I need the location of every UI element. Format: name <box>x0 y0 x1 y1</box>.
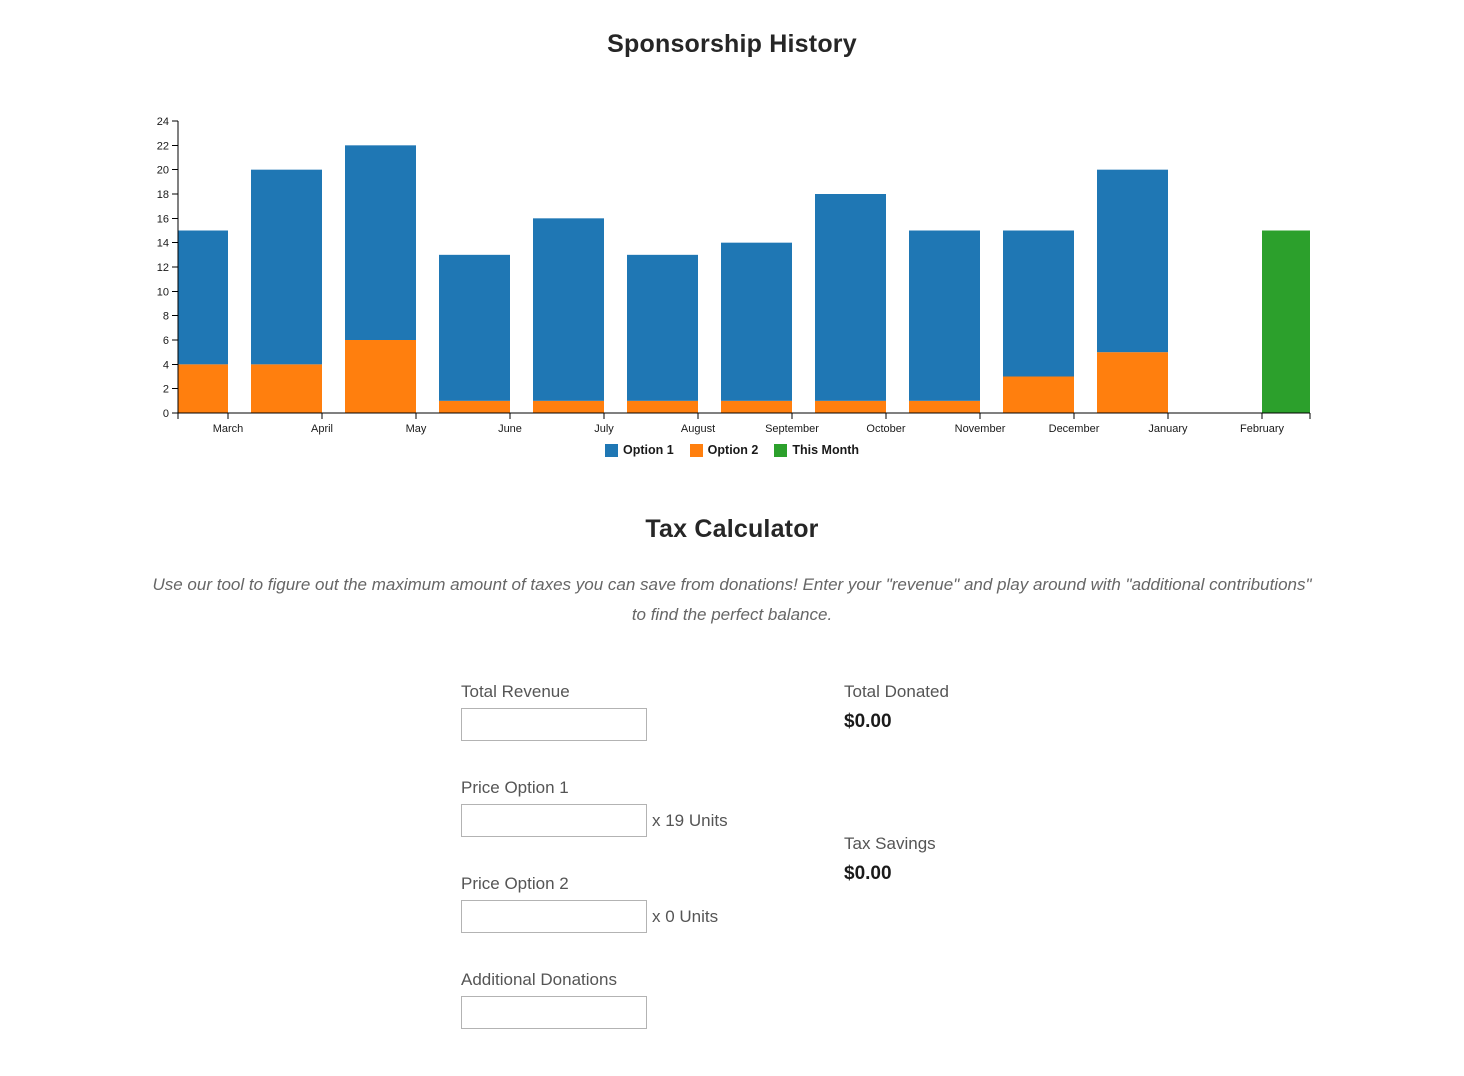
field-price-option-2: Price Option 2 x 0 Units <box>461 874 728 933</box>
x-tick-label: January <box>1148 423 1188 435</box>
bar-segment <box>627 400 698 413</box>
legend-item: Option 1 <box>604 443 674 457</box>
additional-donations-label: Additional Donations <box>461 970 617 989</box>
y-tick-label: 10 <box>157 286 169 298</box>
bar-segment <box>627 254 698 401</box>
price-option-1-label: Price Option 1 <box>461 778 569 797</box>
legend-swatch-icon <box>774 443 788 457</box>
x-tick-label: June <box>498 423 522 435</box>
price-option-2-input[interactable] <box>461 900 647 933</box>
price-option-2-label: Price Option 2 <box>461 874 569 893</box>
sponsorship-history-section: Sponsorship History 0 2 4 6 8 10 12 14 16 18 20 22 2… <box>0 0 1464 459</box>
y-tick-label: 12 <box>157 262 169 274</box>
bar-segment <box>533 218 604 401</box>
y-tick-label: 24 <box>157 116 169 128</box>
y-tick-label: 4 <box>163 359 169 371</box>
tax-savings-label: Tax Savings <box>844 834 936 853</box>
x-tick-label: March <box>213 423 244 435</box>
calculator-outputs-column: Total Donated $0.00 Tax Savings $0.00 <box>844 682 949 949</box>
bar-segment <box>815 400 886 413</box>
x-tick-label: October <box>866 423 905 435</box>
chart-legend: Option 1 Option 2 This Month <box>0 441 1464 459</box>
y-tick-label: 2 <box>163 384 169 396</box>
bar-segment <box>439 254 510 401</box>
bar-segment <box>439 400 510 413</box>
bar-segment <box>251 364 322 413</box>
x-tick-label: July <box>594 423 614 435</box>
legend-swatch-icon <box>604 443 618 457</box>
price-option-1-units: x 19 Units <box>652 810 728 830</box>
bar-segment <box>1097 169 1168 353</box>
legend-item: This Month <box>774 443 859 457</box>
legend-label: Option 2 <box>707 443 759 457</box>
x-tick-label: February <box>1240 423 1285 435</box>
tax-savings-value: $0.00 <box>844 863 892 884</box>
x-tick-label: September <box>765 423 819 435</box>
y-tick-label: 20 <box>157 165 169 177</box>
field-row <box>461 708 728 741</box>
y-tick-label: 18 <box>157 189 169 201</box>
bar-segment <box>178 230 228 365</box>
bar-segment <box>909 230 980 401</box>
calculator-description: Use our tool to figure out the maximum a… <box>152 575 1312 624</box>
bar-segment <box>178 364 228 413</box>
calculator-form: Total Revenue Price Option 1 x 19 Units … <box>0 682 1464 1054</box>
bar-segment <box>1003 230 1074 377</box>
chart-title: Sponsorship History <box>607 30 857 58</box>
total-donated-label: Total Donated <box>844 682 949 701</box>
bar-segment <box>815 194 886 401</box>
field-additional-donations: Additional Donations <box>461 970 728 1029</box>
calculator-inputs-column: Total Revenue Price Option 1 x 19 Units … <box>461 682 728 1066</box>
bar-segment <box>533 400 604 413</box>
bar-segment <box>1262 230 1310 413</box>
tax-calculator-section: Tax Calculator Use our tool to figure ou… <box>0 515 1464 1054</box>
bar-segment <box>721 242 792 401</box>
legend-label: This Month <box>792 443 860 457</box>
x-tick-label: April <box>311 423 333 435</box>
y-tick-label: 16 <box>157 213 169 225</box>
x-tick-label: August <box>681 423 715 435</box>
legend-item: Option 2 <box>689 443 759 457</box>
page: Sponsorship History 0 2 4 6 8 10 12 14 16 18 20 22 2… <box>0 0 1464 1054</box>
field-price-option-1: Price Option 1 x 19 Units <box>461 778 728 837</box>
bar-segment <box>721 400 792 413</box>
output-spacer <box>844 797 949 834</box>
y-tick-label: 14 <box>157 238 169 250</box>
bar-segment <box>345 340 416 413</box>
price-option-1-input[interactable] <box>461 804 647 837</box>
price-option-2-units: x 0 Units <box>652 906 719 926</box>
x-tick-label: November <box>955 423 1006 435</box>
y-tick-label: 6 <box>163 335 169 347</box>
bar-segment <box>345 145 416 340</box>
additional-donations-input[interactable] <box>461 996 647 1029</box>
total-donated-value: $0.00 <box>844 711 892 732</box>
bar-segment <box>251 169 322 365</box>
bar-segment <box>1003 376 1074 413</box>
field-row: x 0 Units <box>461 900 728 933</box>
y-tick-label: 0 <box>163 408 169 420</box>
x-tick-label: May <box>406 423 427 435</box>
total-revenue-label: Total Revenue <box>461 682 570 701</box>
field-row: x 19 Units <box>461 804 728 837</box>
calculator-title: Tax Calculator <box>645 515 819 543</box>
output-total-donated: Total Donated $0.00 <box>844 682 949 733</box>
legend-swatch-icon <box>689 443 703 457</box>
legend-label: Option 1 <box>622 443 674 457</box>
total-revenue-input[interactable] <box>461 708 647 741</box>
x-tick-label: December <box>1049 423 1100 435</box>
bar-segment <box>1097 352 1168 413</box>
bar-segment <box>909 400 980 413</box>
y-tick-label: 8 <box>163 311 169 323</box>
y-tick-label: 22 <box>157 140 169 152</box>
field-total-revenue: Total Revenue <box>461 682 728 741</box>
field-row <box>461 996 728 1029</box>
output-tax-savings: Tax Savings $0.00 <box>844 834 949 885</box>
